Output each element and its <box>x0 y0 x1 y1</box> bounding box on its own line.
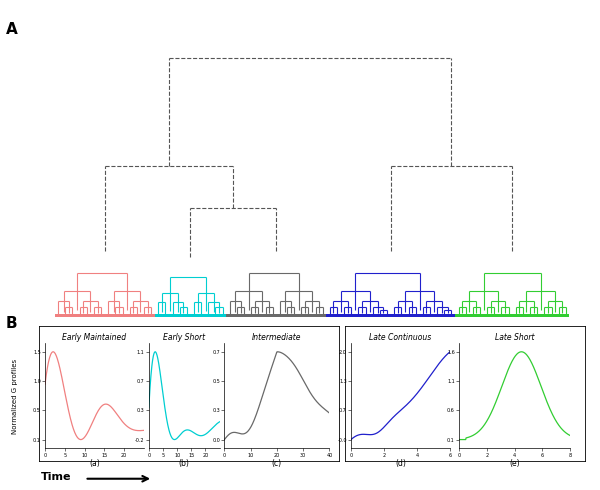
Title: Intermediate: Intermediate <box>252 333 302 342</box>
Title: Early Maintained: Early Maintained <box>62 333 127 342</box>
X-axis label: (d): (d) <box>395 459 406 468</box>
Bar <box>226 314 326 317</box>
Text: Time: Time <box>41 472 71 482</box>
Title: Early Short: Early Short <box>163 333 205 342</box>
Text: A: A <box>6 22 18 37</box>
Bar <box>55 314 155 317</box>
Bar <box>155 314 226 317</box>
Bar <box>326 314 455 317</box>
Title: Late Short: Late Short <box>495 333 534 342</box>
X-axis label: (b): (b) <box>179 459 190 468</box>
Title: Late Continuous: Late Continuous <box>370 333 431 342</box>
X-axis label: (c): (c) <box>272 459 282 468</box>
Bar <box>455 314 569 317</box>
X-axis label: (e): (e) <box>509 459 520 468</box>
Text: Normalized G profiles: Normalized G profiles <box>12 359 18 435</box>
Text: B: B <box>6 316 17 331</box>
X-axis label: (a): (a) <box>89 459 100 468</box>
